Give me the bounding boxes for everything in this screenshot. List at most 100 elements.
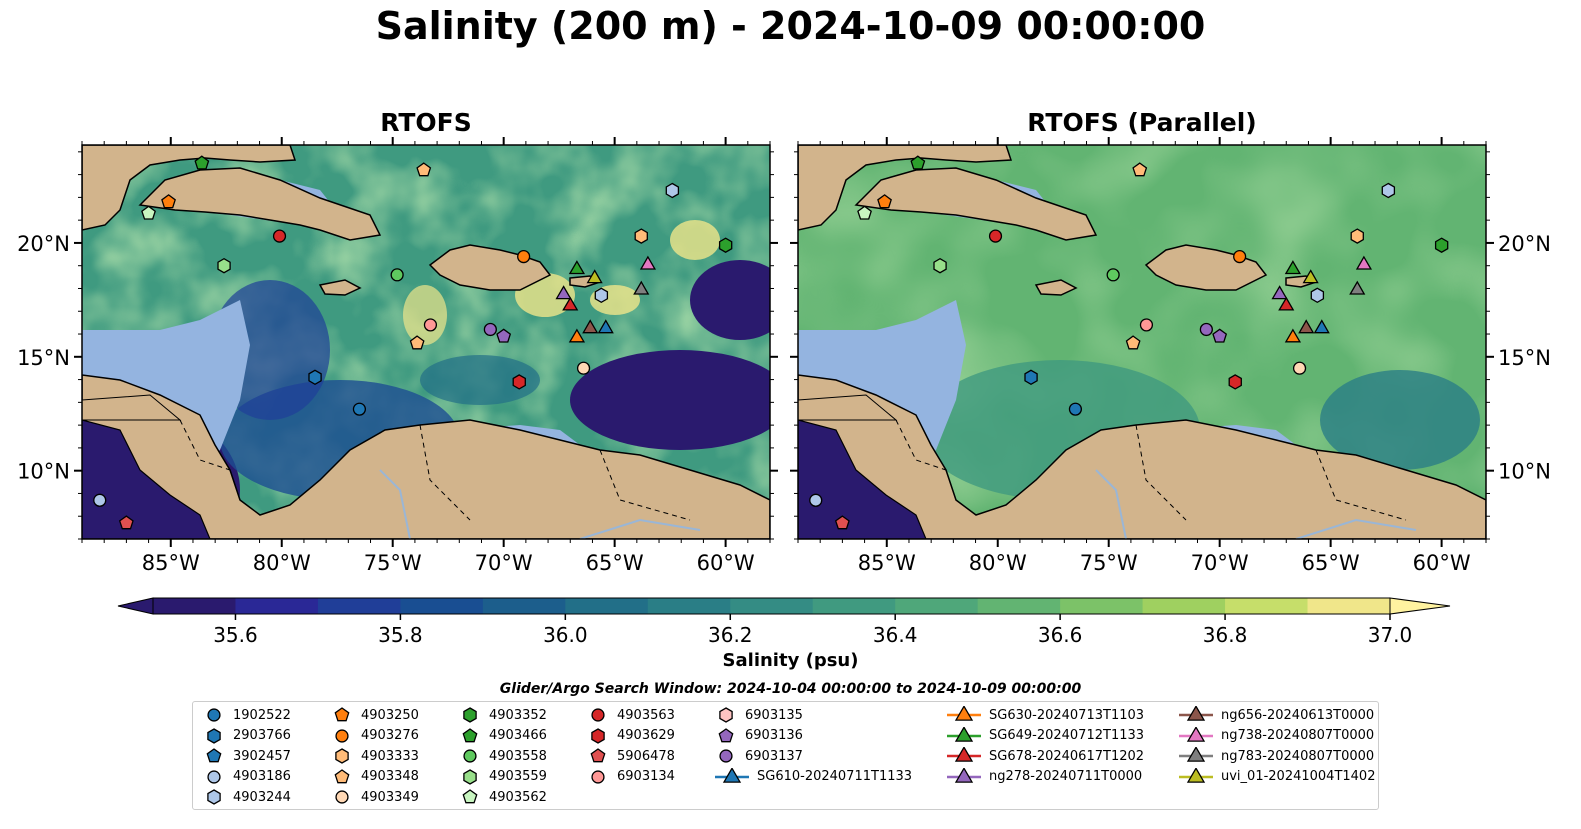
legend-item: 4903629 [587, 727, 675, 745]
lon-tick-label: 85°W [142, 551, 200, 575]
observation-marker [1106, 268, 1120, 282]
observation-marker [352, 402, 367, 416]
legend-label: ng783-20240807T0000 [1221, 748, 1375, 764]
legend-label: 4903559 [489, 769, 547, 784]
colorbar-segment [235, 598, 319, 614]
legend-marker [207, 789, 221, 805]
observation-marker [217, 257, 231, 274]
observation-marker [809, 493, 823, 507]
legend-symbol [590, 748, 606, 763]
observation-marker [423, 318, 438, 332]
lat-tick-label: 15°N [17, 346, 70, 370]
legend-item: 4903349 [331, 788, 419, 806]
colorbar-label: Salinity (psu) [722, 650, 859, 671]
legend-item: 6903135 [715, 706, 803, 724]
panel-title-rtofs-parallel: RTOFS (Parallel) [1027, 108, 1257, 137]
legend-symbol [715, 767, 749, 783]
legend-label: 5906478 [617, 748, 675, 764]
colorbar: 35.6 35.8 36.0 36.2 36.4 36.6 36.8 37.0 [117, 597, 1451, 647]
observation-marker [1199, 322, 1213, 337]
legend-marker [463, 768, 477, 785]
colorbar-tick-label: 35.8 [378, 623, 423, 647]
legend-symbol [462, 789, 478, 804]
legend-symbol [206, 748, 222, 763]
observation-marker [308, 369, 322, 386]
country-borders [895, 419, 1407, 521]
legend-label: uvi_01-20241004T1402 [1221, 769, 1376, 784]
legend-label: 6903137 [745, 748, 803, 764]
observation-marker [1381, 182, 1396, 199]
legend-item: SG649-20240712T1133 [947, 726, 1144, 745]
legend-label: ng738-20240807T0000 [1221, 728, 1375, 743]
lon-tick-label: 65°W [586, 551, 644, 575]
legend-item: 4903559 [459, 768, 547, 786]
colorbar-extend-low [117, 597, 154, 615]
observation-marker [877, 194, 892, 209]
legend-marker [591, 708, 605, 722]
legend-label: 4903558 [489, 748, 547, 764]
colorbar-segment [730, 598, 814, 614]
legend-item: 4903348 [331, 768, 419, 786]
observation-marker [586, 269, 603, 284]
colorbar-tick-label: 36.4 [873, 623, 918, 647]
legend-symbol [334, 768, 350, 783]
observation-marker [1284, 328, 1302, 343]
observation-marker [634, 228, 648, 244]
legend-symbol [463, 707, 477, 723]
legend-item: ng656-20240613T0000 [1179, 706, 1374, 724]
observation-marker [194, 155, 210, 170]
lon-tick-label: 70°W [475, 551, 533, 575]
lat-tick-label: 10°N [17, 460, 70, 484]
observation-marker [568, 260, 586, 275]
legend-label: SG610-20240711T1133 [757, 769, 913, 784]
colorbar-segment [812, 598, 896, 614]
legend-item: 6903136 [715, 727, 803, 745]
legend-item: 6903134 [587, 768, 675, 786]
observation-marker [988, 229, 1003, 243]
markers-rtofs-parallel [809, 155, 1449, 530]
colorbar-segment [895, 598, 979, 614]
legend-label: 2903766 [233, 728, 291, 743]
lat-tick-label: 10°N [1498, 460, 1551, 484]
legend-label: 4903466 [489, 728, 547, 743]
observation-marker [483, 322, 497, 337]
legend-marker [954, 747, 974, 762]
observation-marker [1139, 318, 1154, 332]
legend-label: 4903348 [361, 769, 419, 784]
legend-label: 4903250 [361, 707, 419, 723]
observation-marker [1298, 319, 1315, 334]
legend-marker [719, 707, 733, 723]
observation-marker [562, 296, 579, 311]
legend-label: 6903134 [617, 769, 675, 784]
observation-marker [512, 374, 526, 390]
legend-symbol [947, 726, 981, 742]
legend-item: ng278-20240711T0000 [947, 767, 1142, 786]
legend-marker [335, 728, 349, 743]
colorbar-tick-label: 36.2 [708, 623, 753, 647]
legend-item: 6903137 [715, 747, 803, 765]
legend-symbol [947, 767, 981, 783]
country-borders [179, 419, 691, 521]
observation-marker [718, 237, 733, 253]
legend-item: 5906478 [587, 747, 675, 765]
legend-item: 4903333 [331, 747, 419, 765]
legend-label: 4903186 [233, 769, 291, 784]
legend-label: SG630-20240713T1103 [989, 707, 1145, 723]
legend-marker [335, 790, 349, 804]
observation-marker [1355, 255, 1373, 270]
observation-marker [639, 255, 657, 270]
legend-marker [207, 769, 221, 784]
legend-item: 4903563 [587, 706, 675, 724]
legend-marker [462, 727, 478, 742]
observation-marker [118, 515, 134, 530]
legend-symbol [1179, 726, 1213, 742]
observation-marker [665, 182, 680, 199]
legend-marker [591, 727, 605, 744]
colorbar-segment [977, 598, 1061, 614]
observation-marker [1024, 369, 1038, 386]
lon-tick-label: 80°W [969, 551, 1027, 575]
legend-symbol [1179, 706, 1213, 721]
legend-marker [1186, 747, 1206, 762]
observation-marker [272, 229, 287, 243]
